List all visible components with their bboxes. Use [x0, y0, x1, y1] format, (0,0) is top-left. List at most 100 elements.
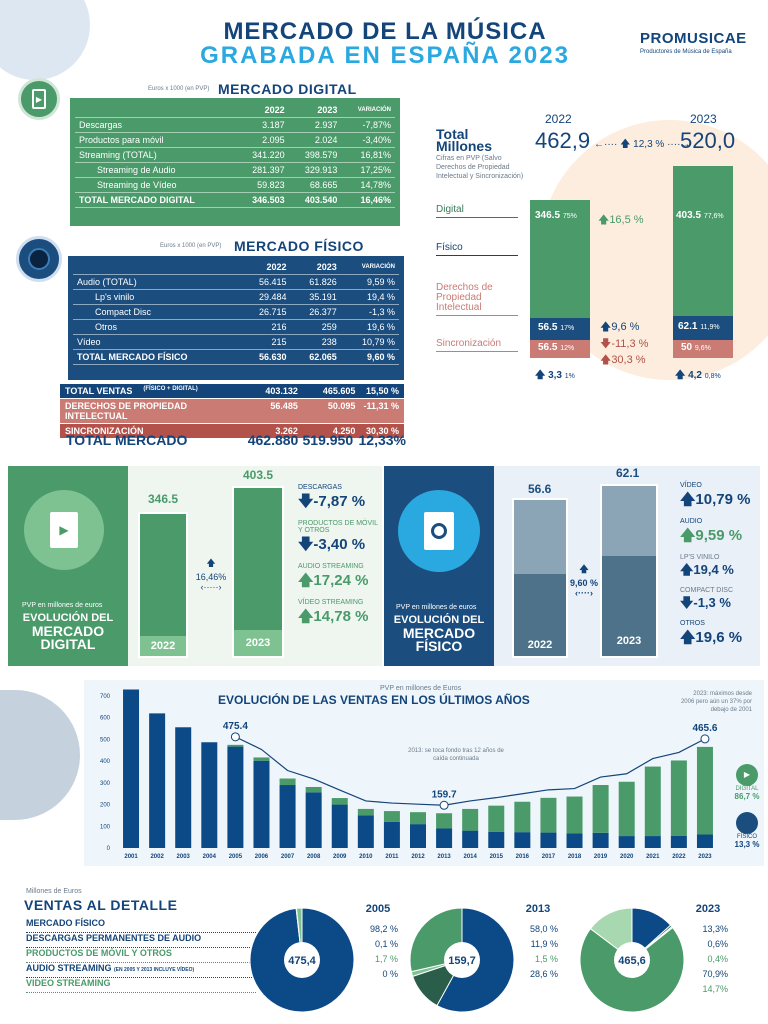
table-cell: 16,81% [341, 147, 395, 163]
bg-circle-top-left [0, 0, 90, 80]
table-row: Descargas 3.187 2.937 -7,87% [75, 117, 395, 133]
evo-digital-doc-icon: ▶ [24, 490, 104, 570]
annotation-marker [439, 800, 449, 810]
summary-var-arrow: ←···· 🡅 12,3 % ····→ [594, 139, 691, 150]
history-title: EVOLUCIÓN DE LAS VENTAS EN LOS ÚLTIMOS A… [218, 693, 530, 707]
bar-digital [462, 808, 479, 831]
x-tick-label: 2009 [333, 854, 347, 860]
table-cell: 2.095 [235, 132, 289, 148]
bar-fisico [436, 828, 453, 848]
table-cell: 26.715 [240, 304, 291, 320]
table-cell: 16,46% [341, 192, 395, 208]
table-cell: Productos para móvil [75, 132, 236, 148]
pie-percent-label: 11,9 % [531, 939, 558, 949]
x-tick-label: 2014 [463, 854, 477, 860]
col-header: 2023 [290, 260, 341, 275]
total-mercado-label: TOTAL MERCADO [66, 432, 188, 448]
y-tick-label: 500 [100, 737, 111, 743]
table-cell: 398.579 [288, 147, 342, 163]
table-header: 2022 2023 VARIACIÓN [75, 103, 395, 118]
detalle-label: DESCARGAS PERMANENTES DE AUDIO [26, 933, 256, 948]
table-row: Compact Disc 26.715 26.377 -1,3 % [73, 304, 399, 320]
summary-note: Cifras en PVP (Salvo Derechos de Propied… [436, 155, 524, 180]
evo-fisico-var: 🡅 9,60 % ‹····› [569, 564, 599, 598]
table-row: Audio (TOTAL) 56.415 61.826 9,59 % [73, 274, 399, 290]
annotation-marker [700, 734, 710, 744]
bar-digital [514, 801, 531, 833]
evo-item: COMPACT DISC 🡇-1,3 % [680, 587, 734, 610]
evo-item: AUDIO STREAMING 🡅17,24 % [298, 563, 369, 589]
y-tick-label: 400 [100, 759, 111, 765]
bar-fisico [175, 727, 192, 848]
pie-percent-label: 13,3% [702, 924, 728, 934]
x-tick-label: 2019 [594, 854, 608, 860]
title-line-2: GRABADA EN ESPAÑA 2023 [200, 42, 570, 69]
bar-fisico [383, 821, 400, 848]
pie-year: 2023 [696, 903, 720, 915]
detalle-unit: Millones de Euros [26, 888, 82, 895]
table-cell: -3,40% [341, 132, 395, 148]
totals-row: DERECHOS DE PROPIEDAD INTELECTUAL 56.485… [60, 399, 404, 423]
table-cell: 9,59 % [340, 274, 399, 290]
summary-total-var: 12,3 % [633, 139, 665, 150]
table-row: Streaming de Audio 281.397 329.913 17,25% [75, 162, 395, 178]
table-cell: Streaming de Vídeo [75, 177, 236, 193]
fisico-title: MERCADO FÍSICO [234, 238, 364, 254]
summary-bar-2023: 403.5 77,6% 62.1 11,9% 50 9,6% [673, 166, 733, 360]
evo-fisico-unit: PVP en millones de euros [396, 604, 477, 611]
total-mercado-2023: 519.950 [302, 432, 354, 448]
annotation-label: 475.4 [223, 721, 248, 732]
summary-sinc-var: 🡅30,3 % [600, 354, 646, 366]
total-mercado-2022: 462.880 [247, 432, 299, 448]
bar-fisico [331, 804, 348, 848]
fisico-table-panel: 2022 2023 VARIACIÓN Audio (TOTAL) 56.415 61.8… [68, 256, 404, 380]
evo-fisico-title: EVOLUCIÓN DEL MERCADO FÍSICO [393, 614, 485, 654]
bar-digital [279, 778, 296, 786]
bar-fisico [592, 832, 609, 848]
history-note-2023: 2023: máximos desde 2006 pero aún un 37%… [680, 691, 752, 713]
bar-fisico [566, 833, 583, 848]
table-cell: 68.665 [288, 177, 342, 193]
table-cell: 29.484 [240, 289, 291, 305]
table-cell: 14,78% [341, 177, 395, 193]
table-row: Lp's vinilo 29.484 35.191 19,4 % [73, 289, 399, 305]
x-tick-label: 2015 [490, 854, 504, 860]
evo-item: VÍDEO 🡅10,79 % [680, 482, 751, 508]
pie-percent-label: 14,7% [702, 984, 728, 994]
table-cell: 215 [240, 334, 291, 350]
evo-item: OTROS 🡅19,6 % [680, 620, 743, 646]
evo-fisico-items: VÍDEO 🡅10,79 % AUDIO 🡅9,59 % LP'S VINILO… [680, 482, 760, 656]
table-cell: 19,4 % [340, 289, 399, 305]
annotation-label: 465.6 [692, 723, 717, 734]
bar-fisico [618, 836, 635, 848]
bar-digital [618, 781, 635, 837]
evo-digital-var: 🡅 16,46% ‹·····› [195, 558, 227, 592]
fisico-table: 2022 2023 VARIACIÓN Audio (TOTAL) 56.415 61.8… [73, 260, 399, 365]
summary-sinc-2022: 🡅 3,3 1% [535, 370, 575, 381]
table-cell: 2.937 [288, 117, 342, 133]
bar-digital [670, 760, 687, 836]
table-cell: 61.826 [290, 274, 341, 290]
totals-row: SINCRONIZACIÓN 3.262 4.250 30,30 % [60, 424, 404, 438]
logo-text: PROMUSICAE [640, 30, 747, 47]
bar-digital [227, 744, 244, 747]
total-mercado-var: 12,33% [358, 432, 406, 448]
total-mercado-row: TOTAL MERCADO 462.880 519.950 12,33% [66, 432, 406, 448]
summary-legend-item: Sincronización [436, 339, 518, 352]
pie-total: 475,4 [288, 955, 316, 967]
x-tick-label: 2017 [542, 854, 556, 860]
evo-item: DESCARGAS 🡇-7,87 % [298, 484, 366, 510]
pie-percent-label: 0,1 % [375, 939, 398, 949]
summary-legend-item: Derechos de Propiedad Intelectual [436, 283, 518, 316]
detalle-label: MERCADO FÍSICO [26, 918, 256, 933]
digital-title: MERCADO DIGITAL [218, 81, 357, 97]
pie-percent-label: 98,2 % [370, 924, 398, 934]
y-tick-label: 700 [100, 694, 111, 700]
x-tick-label: 2003 [177, 854, 191, 860]
table-row: TOTAL MERCADO DIGITAL 346.503 403.540 16,46… [75, 192, 395, 208]
bar-digital [410, 812, 426, 825]
col-header: VARIACIÓN [340, 260, 399, 275]
evo-fisico-bar-2022: 2022 [512, 498, 568, 658]
x-tick-label: 2002 [150, 854, 164, 860]
evo-digital-value-2023: 403.5 [243, 468, 274, 482]
